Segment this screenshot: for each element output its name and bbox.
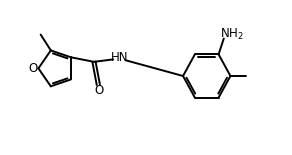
Text: O: O [29, 62, 38, 75]
Text: NH$_2$: NH$_2$ [220, 27, 244, 42]
Text: HN: HN [111, 51, 128, 64]
Text: O: O [95, 84, 104, 97]
